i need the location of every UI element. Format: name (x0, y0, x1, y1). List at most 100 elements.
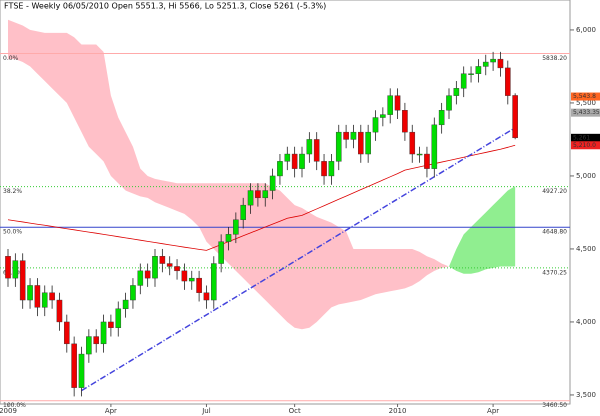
candle-body (93, 336, 99, 345)
candle-body (233, 219, 239, 235)
y-tick-label: 3,500 (576, 391, 596, 399)
x-tick-label: Apr (105, 407, 117, 415)
candle-body (468, 73, 474, 75)
candle-body (394, 95, 401, 111)
candle-body (174, 266, 180, 272)
x-tick-label: 2010 (389, 407, 407, 415)
price-tag-label: 5,210.0 (573, 142, 596, 149)
candle-body (446, 95, 452, 111)
fib-pct: 100.0% (3, 402, 26, 409)
price-tag (571, 133, 600, 142)
candle-body (71, 343, 77, 388)
candle-body (424, 153, 430, 169)
candle-body (416, 153, 423, 156)
candle-body (144, 270, 151, 279)
candle-body (181, 270, 188, 282)
candle-body (482, 61, 489, 67)
x-tick-label: 2009 (0, 407, 17, 415)
fib-label: 4927.20 (542, 188, 567, 195)
candle-body (380, 114, 386, 118)
candle-body (218, 241, 224, 264)
candle-body (431, 124, 438, 169)
candle-body (335, 131, 342, 162)
candle-body (328, 161, 335, 177)
candle-body (284, 153, 291, 162)
candle-body (409, 131, 416, 155)
candle-body (490, 58, 496, 63)
candle-body (12, 260, 19, 279)
candle-body (210, 263, 217, 301)
fib-pct: 50.0% (3, 229, 22, 236)
candle-body (86, 336, 92, 355)
candle-body (358, 131, 364, 155)
fib-label: 5838.20 (542, 55, 567, 62)
candle-body (460, 73, 467, 89)
candle-body (130, 285, 136, 301)
y-tick-label: 4,500 (576, 245, 596, 253)
cloud (8, 19, 449, 330)
candle-body (5, 256, 11, 279)
candle-body (115, 308, 122, 328)
candle-body (100, 321, 107, 345)
cloud (449, 186, 516, 274)
fib-label: 3460.50 (542, 402, 567, 409)
price-tag (571, 108, 600, 117)
y-tick-label: 5,000 (576, 172, 596, 180)
price-tag-label: 5,261 (573, 134, 590, 141)
candle-body (512, 95, 518, 139)
chart-title: FTSE - Weekly 06/05/2010 Open 5551.3, Hi… (4, 2, 326, 11)
moving-average (7, 144, 516, 251)
candle-body (159, 256, 166, 264)
fib-pct: 38.2% (3, 188, 22, 195)
candle-body (505, 67, 511, 96)
price-tag-label: 5,433.35 (573, 109, 600, 116)
candle-body (438, 110, 445, 126)
candle-body (196, 277, 202, 293)
candle-body (262, 190, 269, 199)
candle-body (108, 321, 114, 328)
price-tag (571, 92, 600, 101)
candle-body (277, 161, 283, 177)
candle-body (78, 353, 85, 388)
candle-body (137, 270, 144, 286)
x-tick-label: Jul (201, 407, 211, 415)
candle-body (240, 204, 247, 220)
candle-body (453, 88, 460, 96)
candle-body (313, 139, 320, 162)
candle-body (255, 190, 261, 199)
candle-body (63, 321, 70, 345)
candle-body (166, 263, 173, 267)
candle-body (27, 285, 33, 301)
y-tick-label: 6,000 (576, 26, 596, 34)
fib-label: 4648.80 (542, 229, 567, 236)
candle-body (475, 66, 482, 74)
y-tick-label: 4,000 (576, 318, 596, 326)
candle-body (122, 299, 129, 310)
candle-body (19, 260, 26, 301)
candle-body (225, 234, 232, 242)
fib-pct: 0.0% (3, 55, 19, 62)
y-tick-label: 5,500 (576, 99, 596, 107)
candle-body (41, 292, 48, 308)
candle-body (365, 131, 371, 155)
candle-body (34, 285, 41, 308)
candle-body (152, 256, 158, 279)
candle-body (299, 153, 305, 169)
candle-body (497, 58, 504, 69)
candle-body (56, 299, 63, 323)
candle-body (372, 117, 379, 133)
x-tick-label: Apr (487, 407, 499, 415)
candle-body (49, 292, 55, 301)
candle-body (291, 153, 298, 169)
candle-body (188, 277, 195, 282)
x-tick-label: Oct (289, 407, 301, 415)
candle-body (269, 175, 276, 191)
price-tag-label: 5,543.8 (573, 93, 596, 100)
candle-body (321, 161, 327, 177)
price-tag (571, 141, 600, 150)
trend-line (81, 127, 516, 392)
candle-body (387, 95, 394, 115)
candle-body (402, 110, 408, 133)
